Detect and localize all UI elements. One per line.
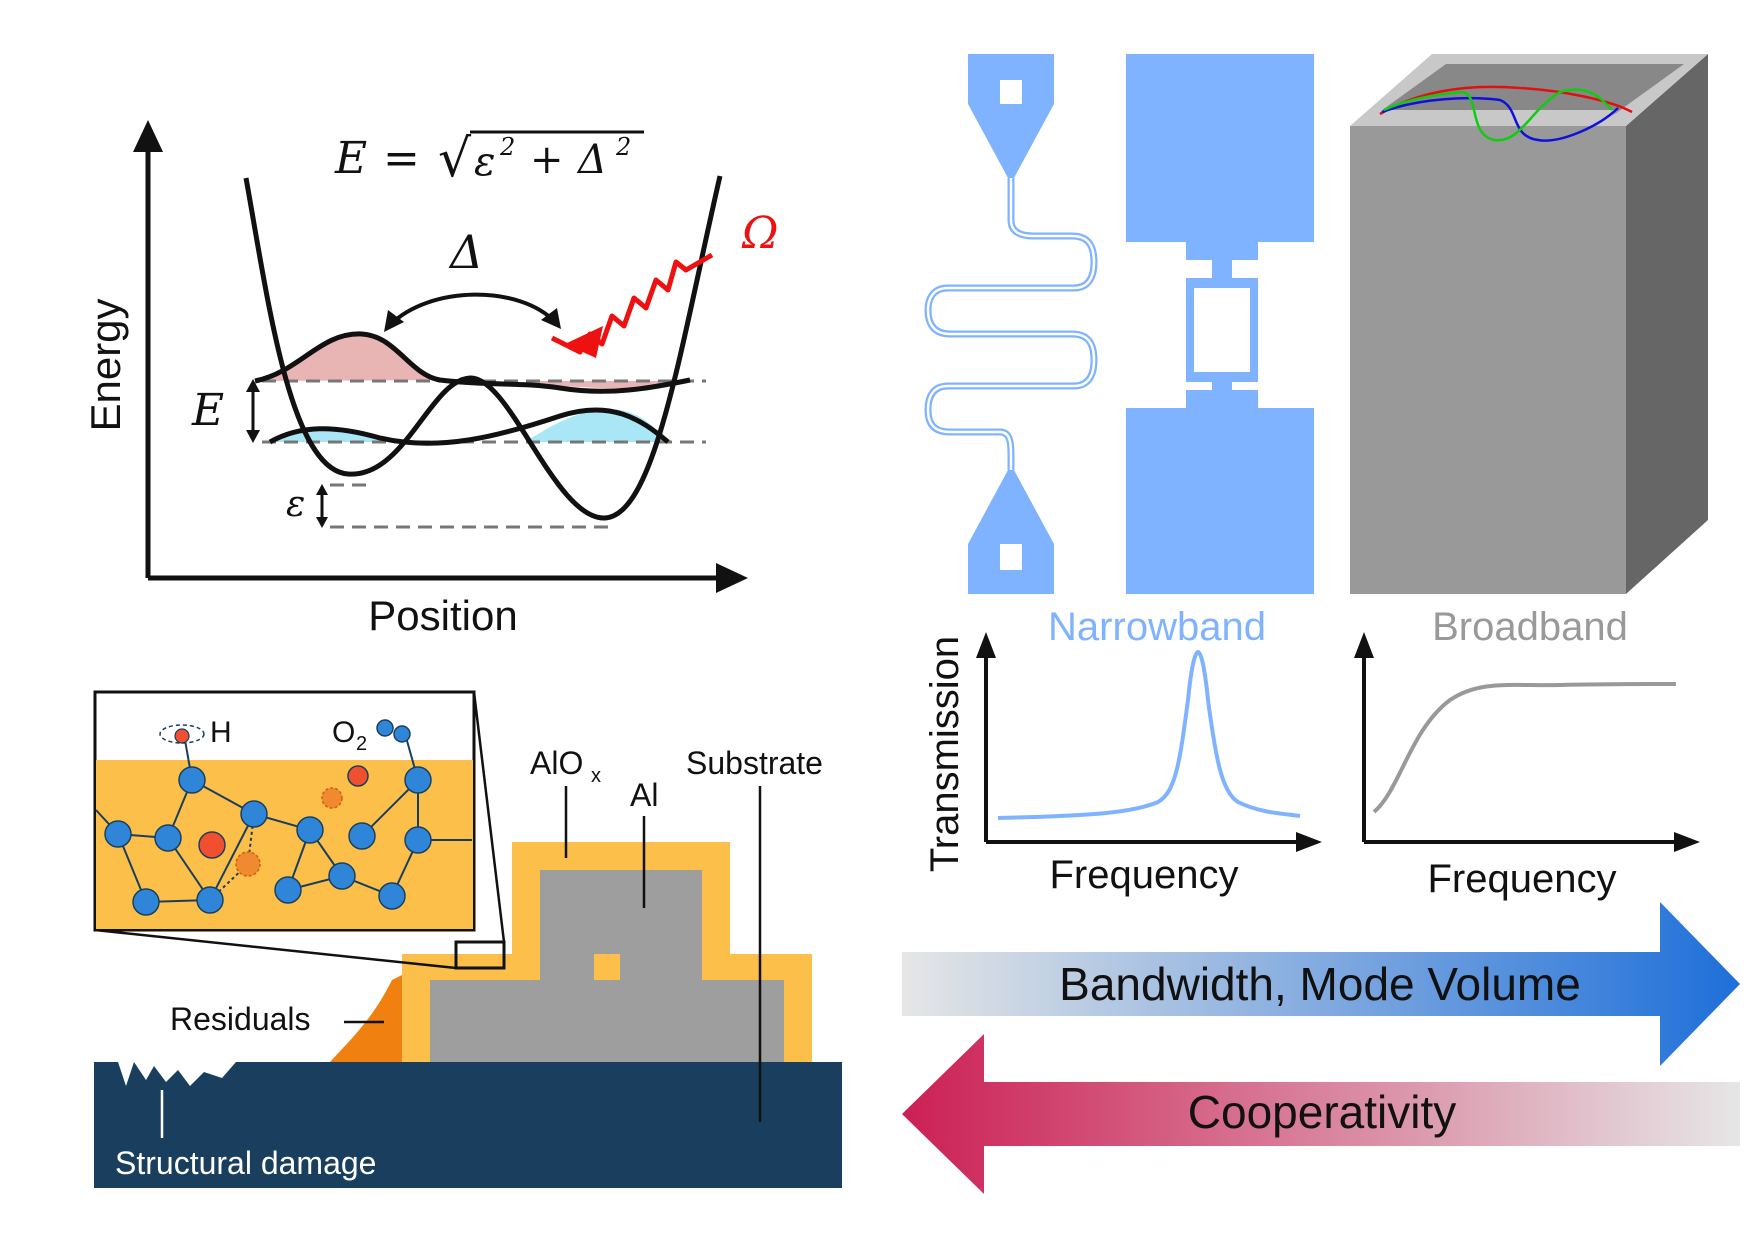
plot-right-x-arrowhead xyxy=(1674,832,1700,852)
oxygen-label: O xyxy=(332,716,355,749)
cavity-front xyxy=(1350,126,1626,594)
defect-atom-dotted xyxy=(235,851,261,877)
x-axis-label: Position xyxy=(368,592,517,639)
bottom-pad xyxy=(968,544,1054,594)
upper-wavefunction xyxy=(254,331,691,394)
energy-diagram: E = √ ε 2 + Δ 2 Δ Ω E ε Energy Position xyxy=(82,120,778,639)
oxide-gap-left xyxy=(594,954,620,980)
cavity-resonator xyxy=(1350,54,1708,594)
plot-right-y-arrowhead xyxy=(1354,632,1374,658)
zoom-region xyxy=(454,940,506,970)
formula-exponent-2: 2 xyxy=(615,133,631,161)
top-taper xyxy=(968,104,1054,178)
lumped-top-pad xyxy=(1126,54,1314,242)
zoom-line-bottom xyxy=(94,928,457,970)
top-pad xyxy=(968,54,1054,104)
defect-atom xyxy=(198,831,226,859)
residuals-label: Residuals xyxy=(170,1001,311,1037)
lumped-top-neck xyxy=(1186,242,1258,260)
meander-center xyxy=(926,178,1096,470)
lumped-loop-bottom xyxy=(1186,330,1258,382)
hydrogen-orbit xyxy=(159,724,205,744)
atoms xyxy=(104,719,432,916)
broadband-curve xyxy=(1372,682,1677,814)
bandwidth-arrow xyxy=(902,902,1740,1066)
asymmetry-arrowhead-top xyxy=(316,484,328,495)
frequency-label-right: Frequency xyxy=(1428,857,1617,901)
bottom-taper xyxy=(968,470,1054,544)
formula-exponent-1: 2 xyxy=(499,133,515,161)
lumped-bottom-pad xyxy=(1126,408,1314,594)
frequency-label-left: Frequency xyxy=(1050,853,1239,897)
cavity-side xyxy=(1626,54,1708,594)
zoom-line-right xyxy=(472,691,506,943)
cavity-inner-lip xyxy=(1374,110,1618,116)
formula-delta: Δ xyxy=(576,137,607,183)
formula-epsilon: ε xyxy=(474,139,495,185)
upper-state-lobe-left xyxy=(255,333,440,381)
plot-left-x-arrowhead xyxy=(1296,832,1322,852)
bandwidth-label: Bandwidth, Mode Volume xyxy=(1059,958,1581,1010)
aluminum-label: Al xyxy=(630,777,658,813)
defect-atom-surface xyxy=(347,765,369,787)
asymmetry-arrowhead-bottom xyxy=(316,517,328,528)
lumped-resonator xyxy=(1126,54,1314,594)
material-diagram: H O 2 AlO x Al Substrate Residuals Struc… xyxy=(93,690,842,1188)
omega-label: Ω xyxy=(741,208,778,259)
oxide-subscript: x xyxy=(591,765,601,787)
upper-state-lobe-right xyxy=(530,381,665,389)
substrate xyxy=(94,1062,842,1188)
resonators: Narrowband Broadband Transmission Freque… xyxy=(923,54,1708,901)
delta-label: Δ xyxy=(448,225,483,279)
tradeoff-arrows: Bandwidth, Mode Volume Cooperativity xyxy=(902,902,1740,1194)
residuals-layer xyxy=(330,972,408,1062)
formula-sqrt: √ xyxy=(438,129,472,189)
energy-gap-arrowhead-bottom xyxy=(246,430,260,443)
lumped-loop-top xyxy=(1186,278,1258,330)
energy-gap-label: E xyxy=(191,385,224,436)
cavity-mode-blue xyxy=(1381,96,1619,142)
coplanar-resonator xyxy=(924,54,1098,594)
epsilon-label: ε xyxy=(286,484,305,525)
cooperativity-label: Cooperativity xyxy=(1188,1086,1456,1138)
substrate-label: Substrate xyxy=(686,745,823,781)
formula-equals: = xyxy=(383,133,420,184)
double-well-potential xyxy=(243,175,723,521)
cooperativity-arrow xyxy=(902,1034,1740,1194)
oxygen-subscript: 2 xyxy=(356,733,367,755)
oxide-label: AlO xyxy=(530,745,583,781)
lumped-bottom-neck xyxy=(1186,390,1258,408)
drive-photon xyxy=(550,252,714,355)
lumped-top-stem xyxy=(1212,260,1232,278)
formula-plus: + xyxy=(530,137,564,183)
y-axis-label: Energy xyxy=(82,298,129,431)
defect-atom-dotted-2 xyxy=(321,787,343,809)
aluminum-lower-right xyxy=(620,980,784,1062)
tunnelling-arrowhead-right xyxy=(541,308,561,329)
lower-wavefunction xyxy=(268,407,670,446)
drive-arrowhead xyxy=(565,326,603,358)
energy-y-arrowhead xyxy=(133,120,163,152)
damage-label: Structural damage xyxy=(115,1145,376,1181)
hydrogen-label: H xyxy=(210,716,232,749)
transmission-label: Transmission xyxy=(923,636,967,872)
narrowband-curve xyxy=(997,649,1301,820)
formula-lhs: E xyxy=(334,133,367,184)
tunnelling-arrow xyxy=(388,292,557,327)
narrowband-label: Narrowband xyxy=(1048,605,1266,649)
tunnelling-arrowhead-left xyxy=(384,310,404,332)
cavity-mode-green xyxy=(1383,88,1613,142)
plot-left-y-arrowhead xyxy=(976,632,996,658)
broadband-label: Broadband xyxy=(1432,605,1628,649)
hydrogen-atom xyxy=(174,728,190,744)
energy-gap-arrowhead-top xyxy=(246,379,260,392)
energy-x-arrowhead xyxy=(716,563,748,593)
